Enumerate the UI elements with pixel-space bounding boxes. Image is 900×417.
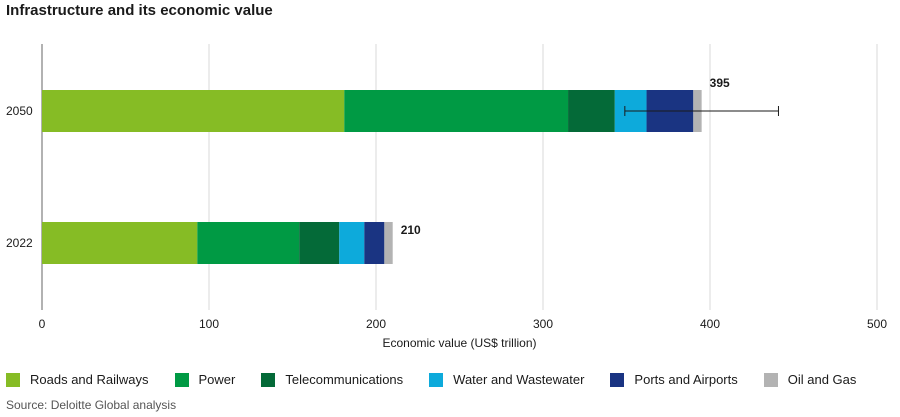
legend-label-ports: Ports and Airports xyxy=(634,372,738,387)
legend-item-telecom: Telecommunications xyxy=(261,372,403,387)
bar-2050-roads-and-railways xyxy=(42,90,345,132)
x-tick-label-0: 0 xyxy=(39,317,46,331)
legend-label-water: Water and Wastewater xyxy=(453,372,585,387)
x-tick-label-100: 100 xyxy=(199,317,219,331)
legend-item-ports: Ports and Airports xyxy=(610,372,738,387)
legend-swatch-power xyxy=(174,372,189,387)
legend-swatch-roads xyxy=(6,372,20,387)
bar-2022-oil-and-gas xyxy=(384,222,393,264)
bar-2050-telecommunications xyxy=(568,90,615,132)
legend-label-telecom: Telecommunications xyxy=(285,372,404,387)
legend-label-oilgas: Oil and Gas xyxy=(787,372,857,387)
bar-2022-roads-and-railways xyxy=(42,222,198,264)
category-label-2022: 2022 xyxy=(6,236,33,250)
total-label-2050: 395 xyxy=(710,76,730,90)
legend-swatch-water xyxy=(429,372,444,387)
bar-2022-water-and-wastewater xyxy=(339,222,365,264)
bar-2022-ports-and-airports xyxy=(364,222,385,264)
bar-2022-telecommunications xyxy=(299,222,340,264)
legend: Roads and Railways Power Telecommunicati… xyxy=(6,372,882,387)
chart-title: Infrastructure and its economic value xyxy=(6,2,273,19)
x-tick-label-500: 500 xyxy=(867,317,887,331)
legend-item-roads: Roads and Railways xyxy=(6,372,149,387)
x-tick-label-300: 300 xyxy=(533,317,553,331)
bar-2022-power xyxy=(197,222,300,264)
legend-swatch-ports xyxy=(610,372,625,387)
legend-item-oilgas: Oil and Gas xyxy=(763,372,857,387)
legend-item-water: Water and Wastewater xyxy=(429,372,584,387)
stacked-bar-chart: 0 100 200 300 400 500 Economic value (US$ tril… xyxy=(6,44,887,350)
x-axis-title: Economic value (US$ trillion) xyxy=(382,336,536,350)
x-tick-label-400: 400 xyxy=(700,317,720,331)
legend-label-power: Power xyxy=(198,372,236,387)
source-note: Source: Deloitte Global analysis xyxy=(6,398,177,412)
legend-swatch-telecom xyxy=(261,372,276,387)
legend-label-roads: Roads and Railways xyxy=(30,372,149,387)
category-label-2050: 2050 xyxy=(6,104,33,118)
legend-swatch-oilgas xyxy=(763,372,778,387)
legend-item-power: Power xyxy=(174,372,236,387)
bar-2050-power xyxy=(344,90,569,132)
total-label-2022: 210 xyxy=(401,223,421,237)
x-tick-label-200: 200 xyxy=(366,317,386,331)
